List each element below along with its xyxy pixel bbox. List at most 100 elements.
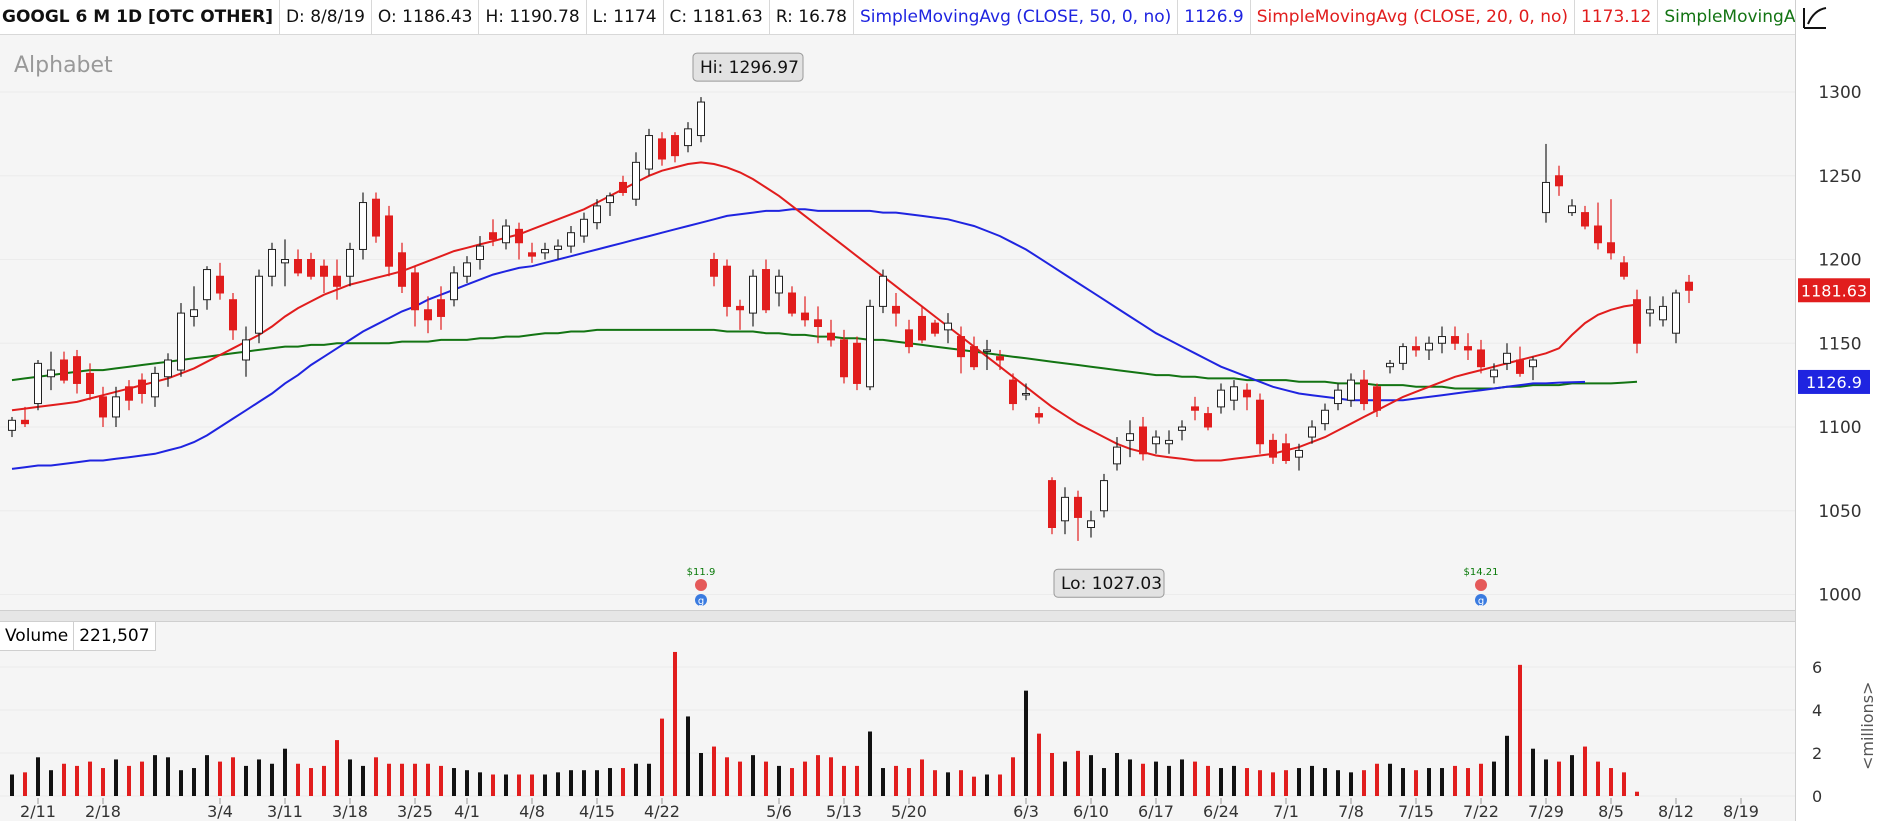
candle [398, 242, 406, 293]
candle [671, 132, 679, 163]
volume-bar [452, 768, 456, 796]
volume-bar [400, 763, 404, 796]
candle [1373, 383, 1381, 417]
volume-bar [1297, 768, 1301, 796]
price-axis: 1300 1250 1200 1150 1100 1050 1000 [1818, 83, 1861, 606]
date-tick-label: 8/12 [1658, 802, 1694, 821]
candle-body [1321, 409, 1329, 425]
volume-tick-label: 2 [1812, 744, 1822, 763]
price-tag: 1126.9 [1798, 369, 1870, 394]
callout-text: Lo: 1027.03 [1061, 574, 1162, 594]
candle [1282, 433, 1290, 464]
drawing-tool-icon[interactable] [1800, 2, 1830, 32]
candle [1022, 383, 1030, 401]
volume-bar [374, 757, 378, 796]
volume-bar [1323, 768, 1327, 796]
date-tick-label: 8/19 [1723, 802, 1759, 821]
volume-chart[interactable]: 6 4 2 0 2/11 2/18 3/4 3/11 3/18 3/25 4/1 4/8 4/15 4/… [0, 650, 1885, 821]
dividend-icon-label: g [698, 596, 704, 607]
candle-body [1464, 346, 1472, 351]
volume-bar [1336, 770, 1340, 796]
price-tag-text: 1181.63 [1801, 281, 1867, 300]
date-tick-label: 3/18 [332, 802, 368, 821]
volume-bar [1544, 759, 1548, 796]
candle-body [281, 259, 289, 264]
candle-body [424, 309, 432, 321]
price-tag-text: 1126.9 [1806, 373, 1862, 392]
candle-body [1230, 386, 1238, 401]
date-tick-label: 7/15 [1398, 802, 1434, 821]
candle-body [1087, 520, 1095, 528]
candle-body [1685, 281, 1693, 291]
volume-bar [660, 718, 664, 796]
sma20-label[interactable]: SimpleMovingAvg (CLOSE, 20, 0, no) [1251, 0, 1576, 34]
candle [255, 269, 263, 344]
dividend-icon [695, 594, 707, 606]
volume-bar [751, 755, 755, 796]
volume-bar [283, 748, 287, 796]
volume-label: Volume [0, 622, 75, 650]
date-tick-label: 7/22 [1463, 802, 1499, 821]
candle [1594, 202, 1602, 250]
date-tick-label: 6/17 [1138, 802, 1174, 821]
candle [1204, 406, 1212, 431]
candle-body [1477, 349, 1485, 368]
volume-bar [1466, 768, 1470, 796]
candle-body [437, 299, 445, 317]
candle [21, 406, 29, 427]
panel-divider[interactable] [0, 610, 1795, 622]
candle-body [1347, 379, 1355, 401]
candle-body [840, 339, 848, 378]
candle [619, 175, 627, 196]
volume-bar [309, 768, 313, 796]
candle-body [528, 252, 536, 257]
candle-body [684, 128, 692, 147]
candle-body [1165, 439, 1173, 445]
candle [1048, 477, 1056, 535]
price-chart[interactable]: Alphabet 1300 1250 1200 1150 1100 1050 1000 Hi… [0, 35, 1885, 610]
candle-body [190, 309, 198, 317]
candle-body [385, 215, 393, 267]
sma20-value: 1173.12 [1575, 0, 1659, 34]
volume-bar [1063, 761, 1067, 796]
date-tick-label: 7/8 [1338, 802, 1364, 821]
price-tick-label: 1150 [1818, 334, 1861, 354]
candle [606, 192, 614, 216]
symbol-label[interactable]: GOOGL 6 M 1D [OTC OTHER] [0, 0, 280, 34]
candle-body [541, 248, 549, 254]
candle-body [1035, 413, 1043, 418]
candle-body [567, 232, 575, 247]
volume-bar [1024, 690, 1028, 796]
candle-body [1399, 346, 1407, 364]
volume-bar [1609, 768, 1613, 796]
candle [645, 128, 653, 176]
volume-bar [1180, 759, 1184, 796]
candle-body [1282, 443, 1290, 461]
candle [463, 256, 471, 283]
sma50-label[interactable]: SimpleMovingAvg (CLOSE, 50, 0, no) [854, 0, 1179, 34]
candle-body [463, 262, 471, 277]
price-tick-label: 1300 [1818, 83, 1861, 103]
volume-bar [1583, 746, 1587, 796]
candle-body [307, 259, 315, 277]
dividend-marker[interactable]: $14.21 g [1464, 567, 1499, 607]
volume-bar [361, 765, 365, 796]
candle-body [502, 225, 510, 244]
price-gridlines [0, 91, 1795, 595]
volume-bar [114, 759, 118, 796]
sma-green-label[interactable]: SimpleMovingAvg (CLOSE,... [1658, 0, 1795, 34]
volume-bar [517, 774, 521, 796]
date-tick-label: 8/5 [1598, 802, 1624, 821]
date-tick-label: 3/4 [207, 802, 233, 821]
candle-body [1373, 386, 1381, 411]
candle-body [1581, 212, 1589, 227]
candle [1568, 199, 1576, 216]
candle [151, 366, 159, 407]
dividend-marker[interactable]: $11.9 g [687, 567, 716, 607]
candle-body [372, 198, 380, 237]
volume-bar [1492, 761, 1496, 796]
candle [970, 336, 978, 371]
volume-bar [829, 757, 833, 796]
candle [1555, 165, 1563, 196]
candle-body [1490, 369, 1498, 378]
